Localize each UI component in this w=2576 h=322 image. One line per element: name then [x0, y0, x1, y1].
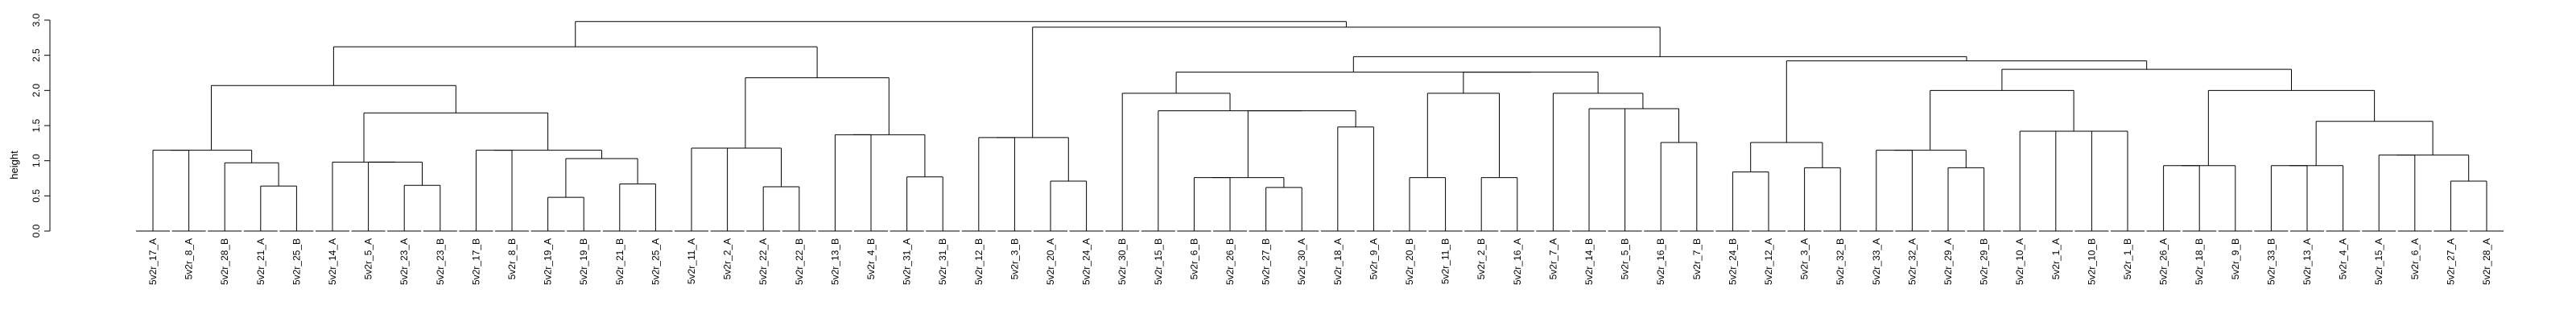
leaf-label: 5v2r_21_B	[614, 238, 625, 285]
leaf-label: 5v2r_12_B	[973, 238, 985, 285]
leaf-label: 5v2r_25_B	[291, 238, 302, 285]
leaf-label: 5v2r_5_A	[363, 238, 374, 279]
leaf-label: 5v2r_3_B	[1009, 238, 1020, 279]
leaf-label: 5v2r_17_B	[470, 238, 481, 285]
leaf-label: 5v2r_4_B	[865, 238, 877, 279]
leaf-label: 5v2r_15_A	[2373, 238, 2384, 285]
leaf-label: 5v2r_10_A	[2014, 238, 2025, 285]
leaf-label: 5v2r_30_B	[1117, 238, 1128, 285]
leaf-label: 5v2r_8_A	[184, 238, 195, 279]
leaf-label: 5v2r_20_B	[1404, 238, 1415, 285]
leaf-label: 5v2r_14_A	[327, 238, 338, 285]
leaf-label: 5v2r_29_A	[1942, 238, 1954, 285]
leaf-label: 5v2r_2_A	[722, 238, 733, 279]
leaf-label: 5v2r_8_B	[506, 238, 518, 279]
leaf-label: 5v2r_33_A	[1871, 238, 1882, 285]
leaf-label: 5v2r_11_A	[686, 238, 697, 284]
dendrogram-tree	[136, 21, 2504, 232]
leaf-label: 5v2r_3_A	[1799, 238, 1810, 279]
leaf-label: 5v2r_13_A	[2301, 238, 2313, 285]
leaf-label: 5v2r_23_A	[398, 238, 410, 285]
y-tick-label: 2.5	[31, 48, 42, 62]
leaf-label: 5v2r_11_B	[1440, 238, 1451, 284]
leaf-label: 5v2r_29_B	[1979, 238, 1990, 285]
leaf-label: 5v2r_25_A	[650, 238, 661, 285]
leaf-label: 5v2r_30_A	[1296, 238, 1307, 285]
leaf-label: 5v2r_5_B	[1620, 238, 1631, 279]
y-axis-label: height	[8, 151, 20, 180]
y-tick-label: 3.0	[31, 13, 42, 27]
y-tick-label: 2.0	[31, 84, 42, 97]
leaf-label: 5v2r_18_B	[2194, 238, 2205, 285]
y-tick-label: 1.5	[31, 118, 42, 132]
leaf-label: 5v2r_17_A	[147, 238, 159, 285]
leaf-label: 5v2r_27_B	[1261, 238, 1272, 285]
leaf-label: 5v2r_13_B	[829, 238, 840, 285]
leaf-label: 5v2r_26_A	[2158, 238, 2169, 285]
leaf-label: 5v2r_33_B	[2265, 238, 2277, 285]
leaf-label: 5v2r_10_B	[2086, 238, 2097, 285]
leaf-label: 5v2r_28_A	[2481, 238, 2492, 285]
leaf-label: 5v2r_24_B	[1727, 238, 1738, 285]
leaf-label: 5v2r_31_B	[937, 238, 948, 285]
leaf-label: 5v2r_32_A	[1906, 238, 1918, 285]
leaf-label: 5v2r_18_A	[1332, 238, 1344, 285]
leaf-label: 5v2r_23_B	[435, 238, 446, 285]
leaf-label: 5v2r_1_A	[2050, 238, 2062, 279]
leaf-label: 5v2r_27_A	[2445, 238, 2456, 285]
y-axis: 0.0 0.5 1.0 1.5 2.0 2.5 3.0	[31, 13, 51, 237]
leaf-label: 5v2r_16_B	[1655, 238, 1666, 285]
leaf-label: 5v2r_6_A	[2409, 238, 2421, 279]
leaf-label: 5v2r_32_B	[1835, 238, 1846, 285]
leaf-label: 5v2r_26_B	[1224, 238, 1236, 285]
leaf-label: 5v2r_22_A	[758, 238, 769, 285]
leaf-label: 5v2r_9_B	[2230, 238, 2241, 279]
leaf-label: 5v2r_15_B	[1153, 238, 1164, 285]
leaf-label: 5v2r_20_A	[1045, 238, 1056, 285]
leaf-label: 5v2r_12_A	[1763, 238, 1774, 285]
leaf-label: 5v2r_24_A	[1081, 238, 1092, 285]
y-tick-label: 0.0	[31, 224, 42, 237]
leaf-labels: 5v2r_17_A 5v2r_8_A 5v2r_28_B 5v2r_21_A 5v2r_…	[147, 238, 2492, 285]
leaf-label: 5v2r_9_A	[1368, 238, 1379, 279]
leaf-label: 5v2r_2_B	[1476, 238, 1487, 279]
y-tick-label: 0.5	[31, 189, 42, 203]
leaf-label: 5v2r_28_B	[219, 238, 230, 285]
leaf-label: 5v2r_21_A	[255, 238, 266, 285]
leaf-label: 5v2r_4_A	[2338, 238, 2349, 279]
leaf-label: 5v2r_6_B	[1188, 238, 1199, 279]
leaf-label: 5v2r_19_B	[578, 238, 589, 285]
leaf-label: 5v2r_1_B	[2122, 238, 2133, 279]
leaf-label: 5v2r_7_A	[1547, 238, 1558, 279]
leaf-label: 5v2r_22_B	[794, 238, 805, 285]
leaf-label: 5v2r_16_A	[1512, 238, 1523, 285]
leaf-label: 5v2r_31_A	[902, 238, 913, 285]
leaf-label: 5v2r_7_B	[1691, 238, 1703, 279]
leaf-label: 5v2r_14_B	[1583, 238, 1595, 285]
leaf-label: 5v2r_19_A	[543, 238, 554, 285]
y-tick-label: 1.0	[31, 154, 42, 167]
